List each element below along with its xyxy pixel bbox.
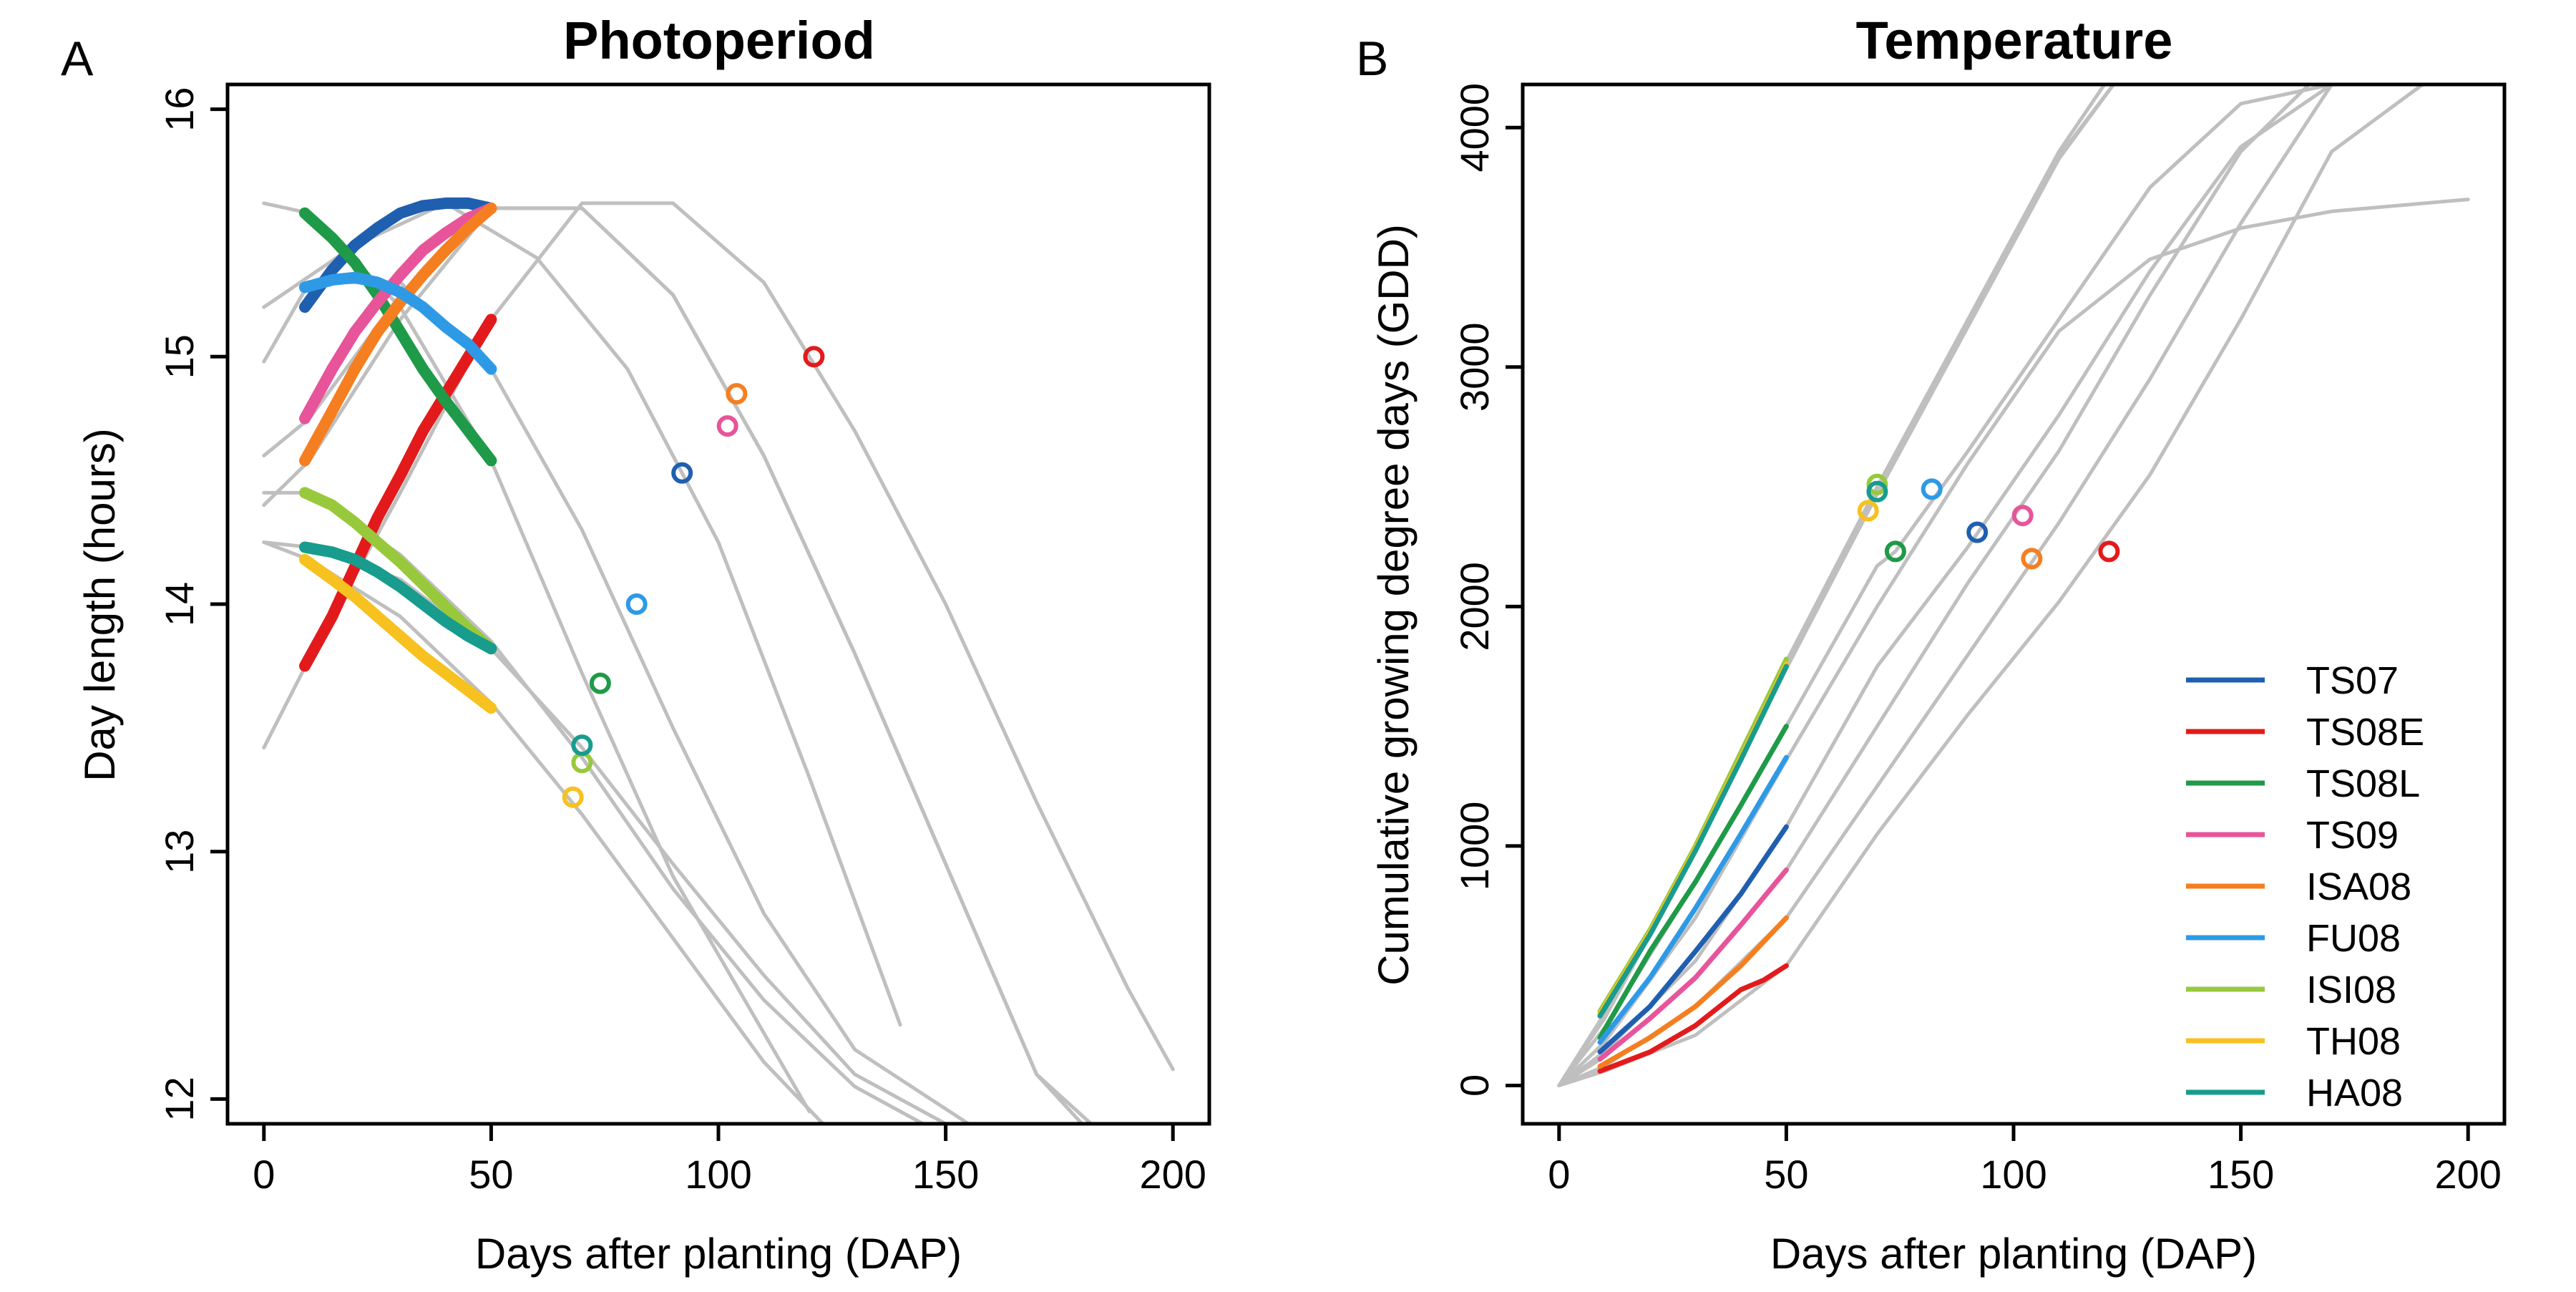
series-line-ts09 [1597, 867, 1789, 1062]
panel-b-x-axis: 0 50 100 150 200 [1548, 1122, 2502, 1197]
panel-a-x-axis-label: Days after planting (DAP) [475, 1230, 962, 1278]
x-tick-label: 200 [2434, 1152, 2501, 1197]
series-line-ts07 [299, 197, 497, 314]
panel-b-markers [1857, 473, 2120, 570]
y-tick-label: 12 [157, 1077, 202, 1121]
x-tick-label: 100 [1980, 1152, 2046, 1197]
marker-ts09 [716, 415, 738, 437]
series-line-ts08l [1597, 724, 1789, 1041]
marker-th08 [562, 786, 584, 808]
legend-label-ts09: TS09 [2306, 814, 2399, 857]
legend-label-isa08: ISA08 [2306, 865, 2411, 908]
legend-label-ts08l: TS08L [2306, 762, 2420, 805]
x-tick-label: 150 [912, 1152, 979, 1197]
panel-b-temperature: B Temperature 0 50 100 150 200 0 1000 2000 3000… [1356, 11, 2507, 1278]
panel-a-letter: A [61, 31, 94, 86]
marker-ts09 [2011, 505, 2034, 527]
background-curve-isa08 [262, 206, 1094, 1124]
marker-isa08 [2021, 548, 2043, 570]
legend-label-isi08: ISI08 [2306, 968, 2396, 1011]
series-line-isi08 [1597, 656, 1789, 1014]
x-tick-label: 50 [1764, 1152, 1808, 1197]
panel-b-title: Temperature [1856, 11, 2173, 70]
series-line-fu08 [299, 271, 497, 375]
marker-ts08e [2098, 540, 2120, 563]
marker-fu08 [1921, 478, 1943, 500]
legend-label-ts07: TS07 [2306, 659, 2399, 702]
series-line-th08 [299, 553, 497, 714]
y-tick-label: 14 [157, 582, 202, 626]
panel-b-legend: TS07 TS08E TS08L TS09 ISA08 FU08 ISI08 TH08 HA08 [2186, 659, 2424, 1114]
marker-ha08 [571, 734, 593, 757]
panel-a-photoperiod: A Photoperiod 0 50 100 150 200 12 13 14 15 16 Da… [61, 11, 1211, 1278]
y-tick-label: 2000 [1452, 562, 1497, 651]
series-line-ha08 [1597, 664, 1789, 1019]
background-curve-ts08e [262, 201, 1175, 1072]
panel-a-markers [562, 346, 825, 808]
legend-label-ts08e: TS08E [2306, 711, 2424, 754]
panel-a-y-axis: 12 13 14 15 16 [157, 87, 230, 1122]
panel-b-curves [1557, 84, 2470, 1087]
x-tick-label: 150 [2207, 1152, 2274, 1197]
background-curve-th08 [262, 540, 825, 1124]
x-tick-label: 100 [685, 1152, 751, 1197]
marker-isi08 [1866, 473, 1888, 495]
marker-fu08 [625, 593, 648, 615]
legend-label-fu08: FU08 [2306, 917, 2401, 960]
background-curve-ts09 [262, 206, 1084, 1124]
y-tick-label: 16 [157, 87, 202, 131]
series-line-ts08e [1597, 963, 1789, 1074]
legend-label-th08: TH08 [2306, 1020, 2401, 1063]
panel-a-plot-frame [225, 82, 1211, 1126]
series-line-fu08 [1597, 754, 1789, 1045]
panel-b-y-axis: 0 1000 2000 3000 4000 [1452, 83, 1525, 1097]
marker-ts08l [1884, 540, 1906, 563]
y-tick-label: 13 [157, 830, 202, 874]
marker-ts07 [1966, 521, 1989, 543]
series-line-isi08 [299, 487, 497, 655]
legend-label-ha08: HA08 [2306, 1072, 2403, 1114]
background-curve-ha08 [1557, 84, 2116, 1087]
y-tick-label: 0 [1452, 1074, 1497, 1097]
panel-b-letter: B [1356, 31, 1388, 86]
y-tick-label: 3000 [1452, 322, 1497, 412]
marker-ts08e [803, 346, 825, 368]
series-line-ts09 [299, 202, 497, 424]
y-tick-label: 1000 [1452, 802, 1497, 891]
x-tick-label: 0 [253, 1152, 275, 1197]
panel-b-x-axis-label: Days after planting (DAP) [1770, 1230, 2257, 1278]
series-line-isa08 [1597, 915, 1789, 1069]
panel-a-x-axis: 0 50 100 150 200 [253, 1122, 1206, 1197]
x-tick-label: 0 [1548, 1152, 1570, 1197]
series-line-isa08 [299, 202, 497, 467]
series-line-ts08l [299, 207, 497, 467]
marker-ha08 [1866, 480, 1888, 502]
x-tick-label: 50 [469, 1152, 513, 1197]
panel-a-y-axis-label: Day length (hours) [76, 428, 124, 782]
marker-th08 [1857, 500, 1879, 522]
marker-isa08 [726, 383, 748, 405]
series-line-ts08e [299, 314, 497, 672]
panel-a-curves [262, 197, 1175, 1124]
x-tick-label: 200 [1139, 1152, 1206, 1197]
series-line-ts07 [1597, 824, 1789, 1055]
y-tick-label: 4000 [1452, 83, 1497, 173]
background-curve-fu08 [262, 281, 970, 1124]
marker-ts07 [671, 462, 693, 484]
panel-a-title: Photoperiod [563, 11, 875, 70]
background-curve-fu08 [1557, 198, 2470, 1087]
background-curve-th08 [1557, 84, 2116, 1087]
background-curve-ts08e [1557, 84, 2425, 1087]
marker-ts08l [589, 672, 611, 694]
y-tick-label: 15 [157, 334, 202, 379]
panel-b-y-axis-label: Cumulative growing degree days (GDD) [1370, 224, 1418, 986]
series-line-ha08 [299, 541, 497, 655]
